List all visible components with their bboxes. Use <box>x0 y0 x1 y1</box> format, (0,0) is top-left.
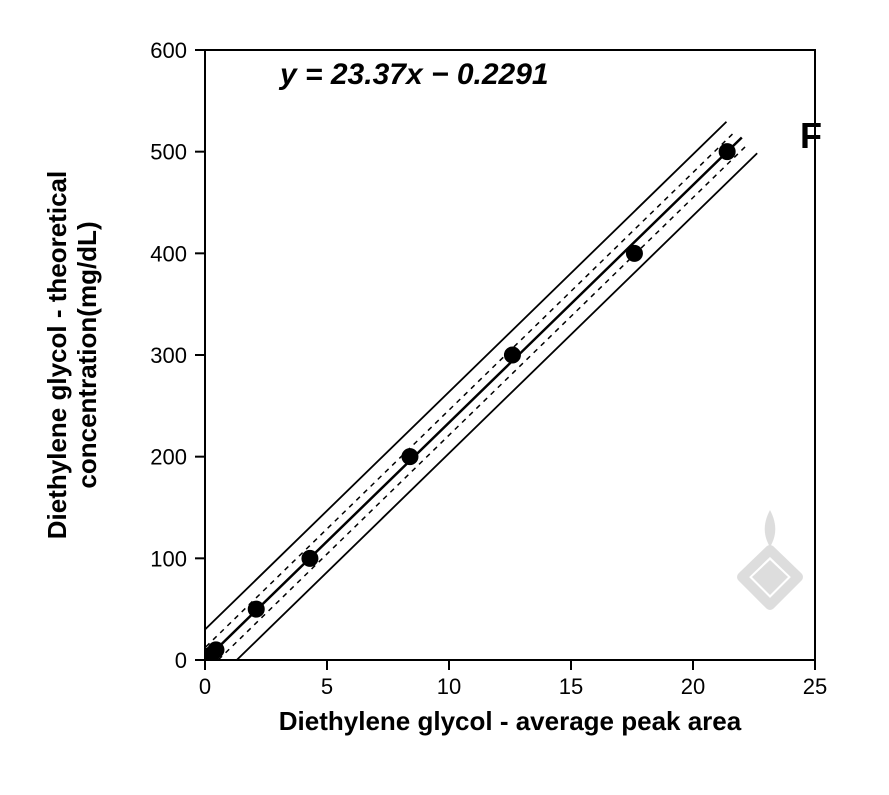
eq-suffix: − 0.2291 <box>423 58 549 91</box>
y-tick-label: 0 <box>175 648 187 673</box>
y-tick-label: 200 <box>150 445 187 470</box>
y-axis-label-line: concentration(mg/dL) <box>72 221 102 488</box>
y-axis-label-group: Diethylene glycol - theoreticalconcentra… <box>42 171 102 539</box>
x-tick-label: 5 <box>321 674 333 699</box>
y-tick-label: 600 <box>150 38 187 63</box>
data-point <box>402 449 418 465</box>
data-point <box>248 601 264 617</box>
eq-x: x <box>406 58 423 91</box>
data-point <box>719 144 735 160</box>
x-tick-label: 10 <box>437 674 461 699</box>
x-tick-label: 20 <box>681 674 705 699</box>
y-axis-label-line: Diethylene glycol - theoretical <box>42 171 72 539</box>
y-tick-label: 500 <box>150 140 187 165</box>
chart-container: 0 5 10 15 20 25 0 100 200 300 400 500 600 Diethylene … <box>0 0 889 795</box>
y-tick-label: 300 <box>150 343 187 368</box>
eq-y: y <box>280 58 297 91</box>
eq-mid: = 23.37 <box>297 58 406 91</box>
x-tick-label: 15 <box>559 674 583 699</box>
data-point <box>504 347 520 363</box>
y-tick-label: 100 <box>150 546 187 571</box>
x-axis-label: Diethylene glycol - average peak area <box>279 706 742 736</box>
panel-label: F <box>800 115 822 157</box>
y-tick-label: 400 <box>150 241 187 266</box>
data-point <box>302 550 318 566</box>
data-point <box>208 642 224 658</box>
x-tick-label: 0 <box>199 674 211 699</box>
regression-equation: y = 23.37x − 0.2291 <box>280 58 549 92</box>
data-point <box>626 245 642 261</box>
x-tick-label: 25 <box>803 674 827 699</box>
chart-svg: 0 5 10 15 20 25 0 100 200 300 400 500 600 Diethylene … <box>0 0 889 795</box>
